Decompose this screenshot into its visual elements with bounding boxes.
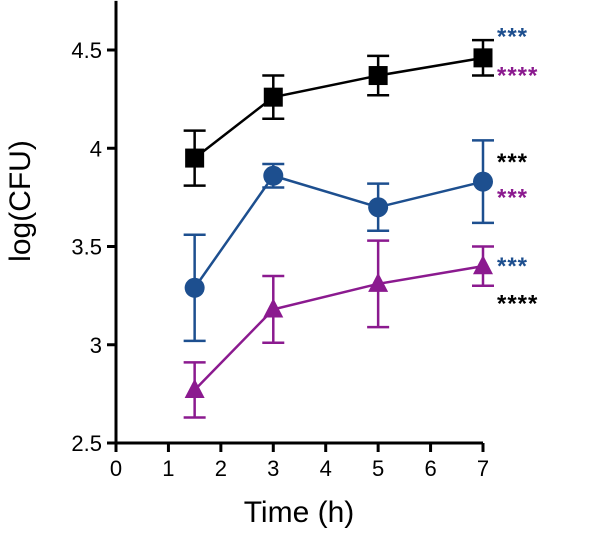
- series-triangle: [183, 239, 494, 419]
- y-axis-title: log(CFU): [4, 140, 37, 262]
- data-point: [473, 171, 493, 192]
- data-point: [473, 254, 493, 275]
- data-point: [184, 277, 205, 298]
- data-point: [473, 48, 493, 68]
- series-line: [193, 174, 484, 289]
- data-point: [368, 272, 389, 292]
- y-tick-label: 3.5: [71, 235, 102, 260]
- data-point: [263, 165, 284, 186]
- data-point: [184, 378, 205, 399]
- x-tick-label: 6: [424, 456, 436, 481]
- axes: 2.5 3 3.5 4 4.5 0 1 2 3 4 5 6 7: [71, 0, 489, 481]
- x-tick-label: 7: [477, 456, 489, 481]
- y-tick-label: 4: [90, 136, 102, 161]
- significance-label: ***: [497, 184, 528, 211]
- x-tick-label: 0: [110, 456, 122, 481]
- significance-label: ***: [497, 253, 528, 280]
- series-square: [183, 38, 494, 187]
- data-point: [368, 197, 389, 218]
- data-point: [263, 298, 284, 318]
- significance-label: ****: [497, 63, 538, 90]
- y-tick-label: 4.5: [71, 38, 102, 63]
- data-point: [368, 66, 388, 86]
- significance-label: ****: [497, 291, 538, 318]
- series-line: [193, 56, 484, 160]
- x-tick-label: 1: [162, 456, 174, 481]
- plot-area: [183, 38, 494, 419]
- x-axis-title: Time (h): [244, 496, 355, 529]
- series-circle: [183, 139, 494, 343]
- y-tick-label: 2.5: [71, 431, 102, 456]
- series-line: [193, 264, 484, 391]
- significance-annotations: ********************: [497, 23, 538, 318]
- data-point: [185, 148, 205, 168]
- x-tick-label: 2: [215, 456, 227, 481]
- x-tick-label: 5: [372, 456, 384, 481]
- x-tick-label: 3: [267, 456, 279, 481]
- significance-label: ***: [497, 149, 528, 176]
- y-tick-label: 3: [90, 333, 102, 358]
- data-point: [263, 87, 283, 107]
- significance-label: ***: [497, 23, 528, 50]
- x-tick-label: 4: [320, 456, 332, 481]
